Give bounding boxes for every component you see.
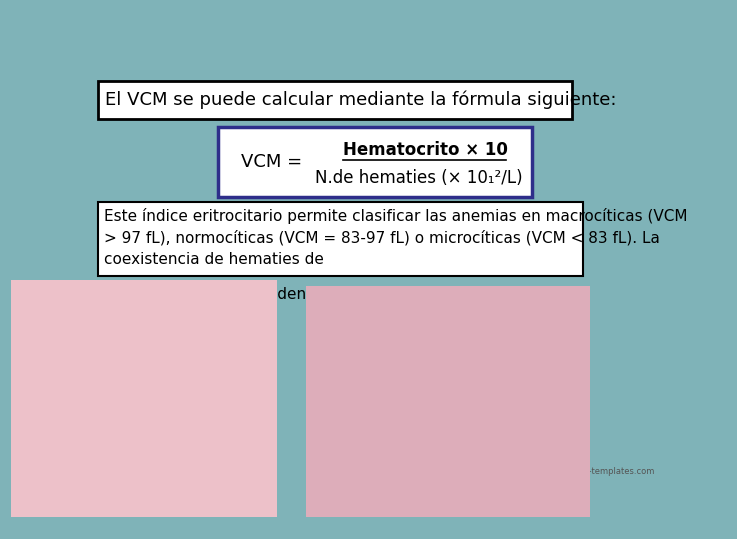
Text: VCM =: VCM = bbox=[240, 153, 301, 171]
Text: www.free-power-point-templates.com: www.free-power-point-templates.com bbox=[496, 467, 654, 475]
FancyBboxPatch shape bbox=[218, 127, 532, 197]
Text: N.de hematies (× 10₁²/L): N.de hematies (× 10₁²/L) bbox=[315, 169, 523, 188]
Text: Este índice eritrocitario permite clasificar las anemias en macrocíticas (VCM
> : Este índice eritrocitario permite clasif… bbox=[103, 208, 687, 267]
FancyBboxPatch shape bbox=[98, 81, 572, 119]
FancyBboxPatch shape bbox=[98, 202, 584, 277]
Text: diferentes tamaños se denomina anisocitosis: diferentes tamaños se denomina anisocito… bbox=[101, 287, 447, 302]
Text: El VCM se puede calcular mediante la fórmula siguiente:: El VCM se puede calcular mediante la fór… bbox=[105, 91, 616, 109]
Text: Hematocrito × 10: Hematocrito × 10 bbox=[343, 141, 509, 158]
